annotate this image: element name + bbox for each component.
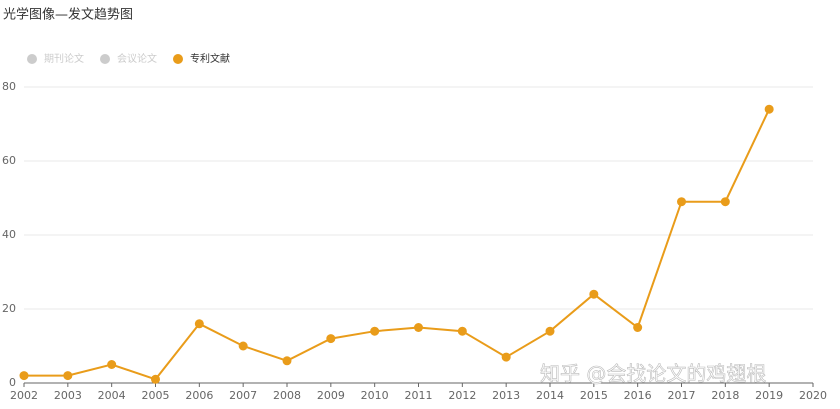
- x-tick-label: 2013: [492, 389, 520, 402]
- x-tick-label: 2017: [668, 389, 696, 402]
- data-point: [589, 289, 599, 299]
- x-tick-label: 2011: [405, 389, 433, 402]
- x-tick-label: 2020: [799, 389, 827, 402]
- legend-marker: [173, 54, 183, 64]
- legend-marker: [27, 54, 37, 64]
- data-point: [238, 341, 248, 351]
- data-point: [326, 334, 336, 344]
- data-point: [720, 197, 730, 207]
- data-point: [151, 374, 160, 384]
- x-tick-label: 2012: [448, 389, 476, 402]
- data-point: [501, 352, 511, 362]
- x-tick-label: 2004: [98, 389, 126, 402]
- x-tick-label: 2006: [185, 389, 213, 402]
- series-line: [24, 108, 771, 381]
- x-tick-label: 2016: [624, 389, 652, 402]
- y-tick-label: 80: [2, 80, 16, 93]
- data-point: [194, 319, 204, 329]
- data-point: [545, 326, 555, 336]
- legend-label: 会议论文: [117, 52, 157, 65]
- data-point: [370, 326, 380, 336]
- chart-title: 光学图像—发文趋势图: [3, 7, 133, 23]
- legend-marker: [100, 54, 110, 64]
- y-tick-label: 40: [2, 228, 16, 241]
- x-tick-label: 2005: [142, 389, 170, 402]
- x-tick-label: 2003: [54, 389, 82, 402]
- x-tick-label: 2007: [229, 389, 257, 402]
- y-tick-label: 60: [2, 154, 16, 167]
- data-point: [633, 323, 643, 332]
- y-tick-label: 0: [9, 376, 16, 389]
- x-tick-label: 2019: [755, 389, 783, 402]
- y-tick-label: 20: [2, 302, 16, 315]
- x-tick-label: 2009: [317, 389, 345, 402]
- x-tick-label: 2008: [273, 389, 301, 402]
- data-point: [677, 197, 686, 207]
- legend-label: 专利文献: [190, 52, 230, 65]
- data-point: [63, 371, 73, 381]
- legend-label: 期刊论文: [44, 52, 84, 65]
- data-point: [457, 326, 467, 336]
- x-tick-label: 2002: [10, 389, 38, 402]
- x-tick-label: 2010: [361, 389, 389, 402]
- data-point: [282, 356, 292, 366]
- x-tick-label: 2015: [580, 389, 608, 402]
- x-tick-label: 2014: [536, 389, 564, 402]
- data-point: [414, 323, 423, 332]
- data-point: [107, 360, 117, 369]
- data-point: [764, 104, 774, 114]
- watermark: 知乎 @会找论文的鸡翅根: [540, 362, 766, 386]
- x-tick-label: 2018: [711, 389, 739, 402]
- data-point: [19, 371, 29, 381]
